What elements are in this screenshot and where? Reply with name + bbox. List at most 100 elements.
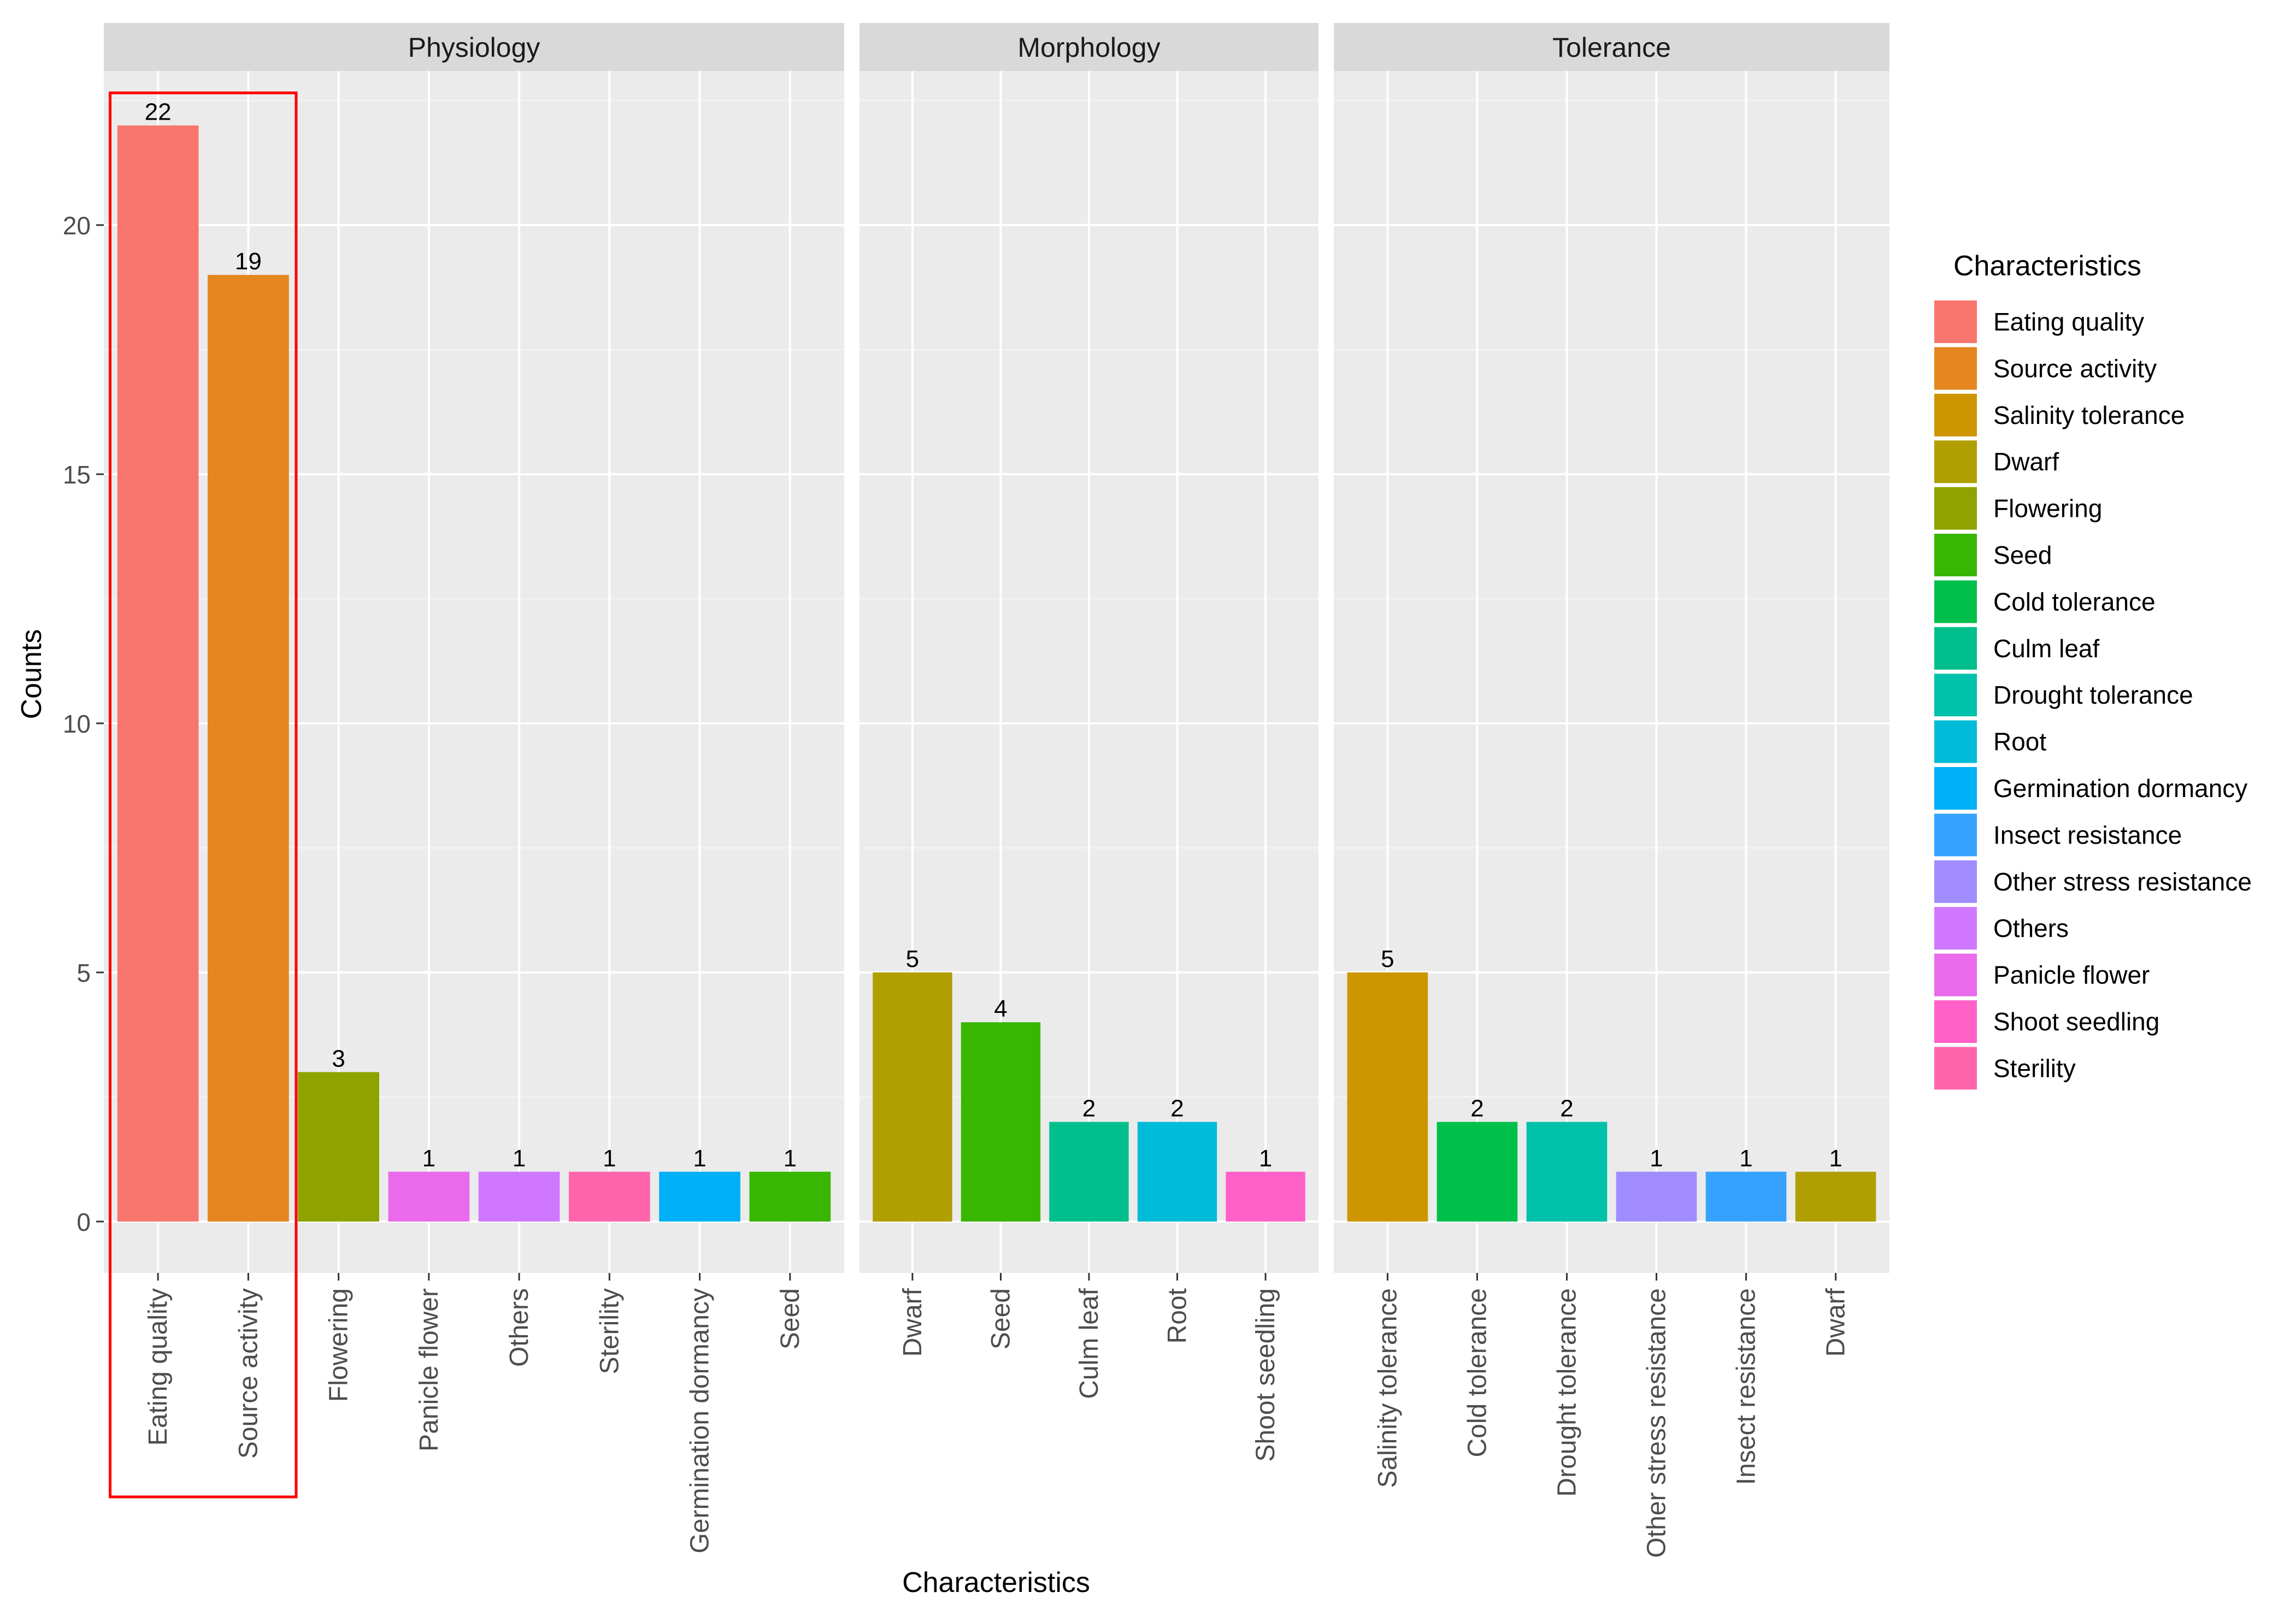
legend-label: Seed [1993, 541, 2052, 569]
bar-value-label: 1 [1259, 1145, 1272, 1172]
bar [298, 1072, 379, 1222]
bar [873, 972, 952, 1222]
bar [1795, 1171, 1876, 1222]
facet-strip [859, 23, 1318, 71]
bar-value-label: 22 [145, 99, 172, 126]
legend-swatch [1934, 347, 1977, 390]
bar [1616, 1171, 1697, 1222]
x-tick-label: Germination dormancy [686, 1288, 715, 1554]
bar [659, 1171, 740, 1222]
legend-swatch [1934, 813, 1977, 857]
x-tick-label: Shoot seedling [1251, 1288, 1280, 1462]
y-tick-label: 15 [63, 461, 91, 489]
x-tick-label: Salinity tolerance [1373, 1288, 1402, 1488]
x-tick-label: Dwarf [898, 1288, 927, 1356]
legend-label: Sterility [1993, 1054, 2076, 1082]
facet-strip [1334, 23, 1889, 71]
facet-title: Morphology [1017, 32, 1160, 63]
bar-value-label: 19 [235, 248, 262, 275]
y-tick-label: 10 [63, 710, 91, 738]
legend-swatch [1934, 627, 1977, 670]
legend-label: Flowering [1993, 494, 2102, 523]
bar [1226, 1171, 1305, 1222]
bar [569, 1171, 650, 1222]
x-tick-label: Seed [776, 1288, 805, 1349]
legend-swatch [1934, 487, 1977, 530]
bar-value-label: 2 [1470, 1095, 1483, 1122]
legend: Eating quality Source activity Salinity to… [1934, 300, 2252, 1090]
x-tick-label: Others [505, 1288, 534, 1367]
legend-swatch [1934, 534, 1977, 576]
x-tick-label: Cold tolerance [1463, 1288, 1492, 1458]
legend-label: Root [1993, 728, 2046, 756]
x-tick-label: Panicle flower [415, 1288, 444, 1452]
legend-swatch [1934, 393, 1977, 437]
y-tick-label: 0 [76, 1208, 91, 1236]
bar-value-label: 1 [693, 1145, 706, 1172]
bar-value-label: 2 [1560, 1095, 1573, 1122]
facet-title: Tolerance [1552, 32, 1671, 63]
x-tick-label: Flowering [325, 1288, 354, 1402]
legend-title: Characteristics [1953, 250, 2141, 282]
legend-label: Other stress resistance [1993, 868, 2252, 896]
x-tick-label: Source activity [234, 1288, 263, 1459]
legend-label: Drought tolerance [1993, 681, 2193, 709]
bar [1705, 1171, 1787, 1222]
bar-value-label: 1 [1739, 1145, 1752, 1172]
y-tick-label: 5 [76, 959, 91, 987]
x-tick-label: Other stress resistance [1642, 1288, 1671, 1558]
legend-label: Panicle flower [1993, 961, 2150, 989]
legend-swatch [1934, 1047, 1977, 1090]
y-tick-label: 20 [63, 211, 91, 240]
legend-swatch [1934, 907, 1977, 950]
bar-value-label: 1 [1650, 1145, 1663, 1172]
bar [208, 275, 289, 1222]
bar-value-label: 2 [1082, 1095, 1096, 1122]
legend-label: Salinity tolerance [1993, 401, 2185, 429]
bar [1347, 972, 1428, 1222]
legend-label: Others [1993, 914, 2069, 942]
x-tick-label: Dwarf [1822, 1288, 1851, 1356]
bar-value-label: 5 [1381, 946, 1394, 972]
bar-value-label: 4 [994, 995, 1007, 1022]
highlight-box [109, 91, 298, 1499]
legend-swatch [1934, 300, 1977, 343]
legend-label: Germination dormancy [1993, 774, 2247, 803]
bar [478, 1171, 560, 1222]
panels-layer: Physiology Morphology Tolerance [104, 23, 1889, 1273]
legend-swatch [1934, 440, 1977, 483]
bar [117, 125, 199, 1222]
legend-swatch [1934, 860, 1977, 903]
bar [1049, 1122, 1129, 1222]
bar [1526, 1122, 1608, 1222]
x-tick-label: Sterility [595, 1288, 624, 1374]
bar [1437, 1122, 1518, 1222]
legend-label: Dwarf [1993, 447, 2059, 476]
bar [1137, 1122, 1217, 1222]
legend-swatch [1934, 720, 1977, 763]
legend-label: Insect resistance [1993, 821, 2182, 849]
bar-value-label: 1 [603, 1145, 616, 1172]
legend-swatch [1934, 580, 1977, 623]
x-tick-label: Eating quality [144, 1288, 173, 1446]
x-tick-label: Drought tolerance [1552, 1288, 1581, 1497]
bar-value-label: 1 [1829, 1145, 1842, 1172]
bar [388, 1171, 470, 1222]
legend-label: Eating quality [1993, 308, 2144, 336]
x-tick-label: Root [1163, 1288, 1192, 1343]
legend-label: Shoot seedling [1993, 1007, 2159, 1036]
legend-label: Culm leaf [1993, 634, 2100, 663]
x-axis-label: Characteristics [902, 1567, 1090, 1599]
legend-label: Source activity [1993, 354, 2157, 382]
bar [749, 1171, 831, 1222]
x-tick-label: Insect resistance [1732, 1288, 1761, 1485]
legend-swatch [1934, 674, 1977, 717]
bar-value-label: 1 [513, 1145, 526, 1172]
legend-swatch [1934, 1000, 1977, 1043]
bar-value-label: 5 [906, 946, 919, 972]
bar-value-label: 1 [784, 1145, 797, 1172]
y-axis-label: Counts [16, 629, 48, 719]
facet-strip [104, 23, 844, 71]
